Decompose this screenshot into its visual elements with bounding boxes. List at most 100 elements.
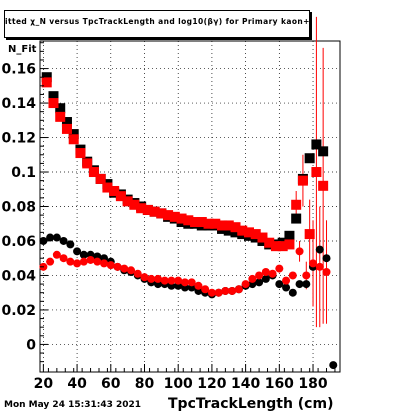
circle-marker [100,259,109,268]
square-marker [270,241,281,252]
square-marker [163,210,174,221]
circle-marker [180,278,189,287]
x-axis-label: TpcTrackLength (cm) [168,396,334,412]
circle-marker [73,247,82,256]
square-marker [203,218,214,229]
circle-marker [329,361,338,370]
x-tick-label: 100 [164,376,193,392]
circle-marker [140,273,149,282]
circle-marker [194,281,203,290]
square-marker [75,148,86,159]
y-tick-label: 0.14 [1,96,36,112]
square-marker [149,206,160,217]
square-marker [223,220,234,231]
circle-marker [288,288,297,297]
square-marker [291,199,302,210]
circle-marker [201,285,210,294]
x-tick-label: 180 [298,376,327,392]
square-marker [122,196,133,207]
circle-marker [302,280,311,289]
y-tick-label: 0.12 [1,131,36,147]
circle-marker [261,268,270,277]
square-marker [210,218,221,229]
circle-marker [160,276,169,285]
x-tick-label: 20 [34,376,54,392]
circle-marker [66,240,75,249]
square-marker [55,103,66,114]
square-marker [318,180,329,191]
square-marker [115,191,126,202]
square-marker [284,239,295,250]
square-marker [277,241,288,252]
circle-marker [147,274,156,283]
square-marker [48,98,59,109]
circle-marker [52,233,61,242]
x-tick-label: 140 [231,376,260,392]
y-tick-label: 0.04 [1,268,36,284]
circle-marker [221,286,230,295]
circle-marker [59,236,68,245]
circle-marker [322,268,331,277]
circle-marker [59,254,68,263]
chart-title-box: itted χ_N versus TpcTrackLength and log1… [4,10,310,38]
square-marker [190,217,201,228]
square-marker [250,229,261,240]
square-marker [61,117,72,128]
y-axis-label: N_Fit [8,44,37,55]
chart-title: itted χ_N versus TpcTrackLength and log1… [5,17,309,26]
datestamp: Mon May 24 15:31:43 2021 [4,400,142,410]
square-marker [217,220,228,231]
plot-frame [39,40,341,373]
y-tick-label: 0.06 [1,234,36,250]
square-marker [95,173,106,184]
circle-marker [309,259,318,268]
circle-marker [302,271,311,280]
circle-marker [127,266,136,275]
circle-marker [52,250,61,259]
square-marker [102,182,113,193]
square-marker [129,199,140,210]
square-marker [257,232,268,243]
circle-marker [268,269,277,278]
circle-marker [255,271,264,280]
circle-marker [275,280,284,289]
square-marker [304,229,315,240]
circle-marker [187,278,196,287]
circle-marker [234,285,243,294]
y-tick-label: 0.02 [1,303,36,319]
circle-marker [113,262,122,271]
circle-marker [167,276,176,285]
circle-marker [79,257,88,266]
circle-marker [282,283,291,292]
square-marker [311,167,322,178]
circle-marker [93,257,102,266]
square-marker [223,225,234,236]
square-marker [318,146,329,157]
square-marker [297,175,308,186]
square-marker [68,134,79,145]
x-tick-label: 60 [101,376,121,392]
data-markers [39,72,338,370]
y-tick-label: 0.08 [1,200,36,216]
square-marker [284,230,295,241]
square-marker [243,227,254,238]
circle-marker [248,274,257,283]
circle-marker [46,233,55,242]
x-tick-label: 40 [67,376,87,392]
square-marker [304,153,315,164]
square-marker [136,203,147,214]
square-marker [68,129,79,140]
square-marker [142,204,153,215]
circle-marker [282,276,291,285]
y-tick-label: 0 [26,337,36,353]
square-marker [291,213,302,224]
square-marker [183,215,194,226]
circle-marker [66,257,75,266]
x-tick-label: 80 [135,376,155,392]
square-marker [41,77,52,88]
square-marker [237,225,248,236]
square-marker [61,123,72,134]
circle-marker [73,259,82,268]
x-tick-label: 120 [197,376,226,392]
circle-marker [207,288,216,297]
